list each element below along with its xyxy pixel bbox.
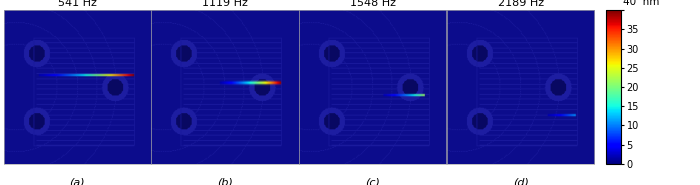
Title: 2189 Hz: 2189 Hz [498,0,544,8]
Title: 1119 Hz: 1119 Hz [202,0,248,8]
Text: (c): (c) [365,178,380,185]
Title: 1548 Hz: 1548 Hz [350,0,395,8]
Text: (d): (d) [513,178,528,185]
Text: (b): (b) [217,178,233,185]
Text: (a): (a) [69,178,85,185]
Text: 40  nm: 40 nm [623,0,659,7]
Title: 541 Hz: 541 Hz [57,0,97,8]
